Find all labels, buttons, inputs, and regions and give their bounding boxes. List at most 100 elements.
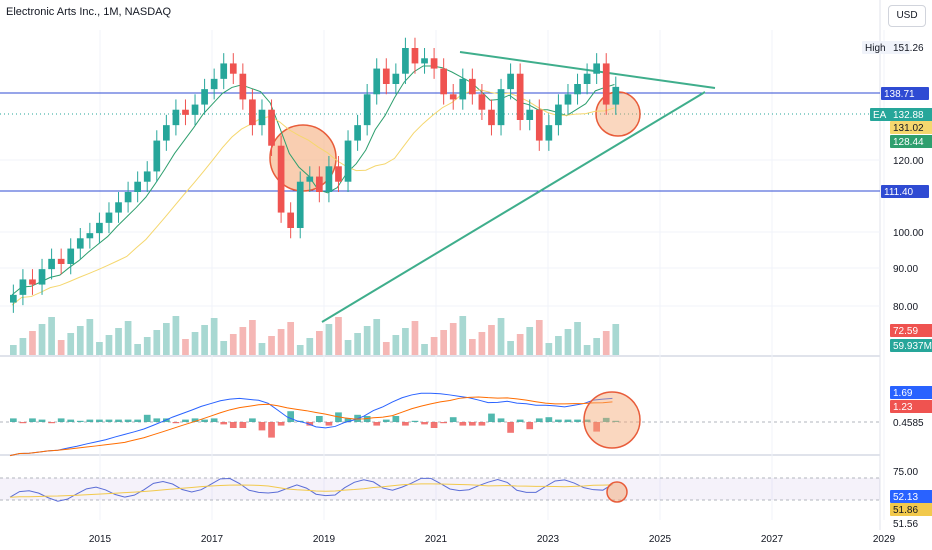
candle	[478, 94, 486, 110]
currency-button[interactable]: USD	[888, 5, 926, 27]
candle	[105, 212, 113, 223]
candle	[583, 73, 591, 84]
candle	[449, 94, 457, 100]
ticker-label: EA	[873, 110, 887, 121]
volume-bar	[363, 326, 371, 355]
macd-value-label-bg	[890, 386, 932, 399]
macd-histogram-bar	[29, 418, 36, 422]
macd-histogram-bar	[287, 411, 295, 422]
macd-histogram-bar	[86, 419, 94, 422]
candle	[163, 125, 170, 141]
macd-histogram-bar	[602, 417, 610, 422]
high-label-bg	[862, 41, 910, 54]
candle	[172, 109, 180, 126]
x-tick-label: 2025	[649, 534, 672, 545]
macd-histogram-bar	[201, 419, 208, 422]
rsi-ma-line	[9, 483, 613, 498]
volume-bar	[516, 334, 524, 355]
macd-histogram-bar	[392, 416, 400, 422]
macd-histogram-bar	[182, 419, 189, 422]
price-tick-label: 100.00	[893, 228, 924, 239]
volume-bar	[316, 331, 323, 355]
volume-bar	[325, 324, 333, 355]
macd-histogram-bar	[478, 422, 486, 426]
volume-bar	[335, 317, 342, 355]
macd-histogram-bar	[124, 419, 132, 422]
volume-bar	[535, 320, 543, 355]
candle	[38, 269, 46, 285]
macd-histogram-bar	[612, 420, 620, 422]
rsi-band	[0, 478, 880, 500]
volume-bar	[19, 338, 27, 355]
candle	[67, 248, 75, 264]
volume-bar	[593, 338, 601, 355]
candle	[564, 94, 572, 105]
ma-value-label-bg	[890, 121, 932, 134]
macd-histogram-bar	[583, 419, 591, 422]
volume-bar	[268, 336, 275, 355]
highlight-circle	[606, 481, 628, 503]
candle	[296, 181, 304, 228]
candle	[593, 63, 601, 74]
price-tick-label: 120.00	[893, 156, 924, 167]
signal-value-label-bg	[890, 400, 932, 413]
volume-bar	[440, 330, 448, 355]
volume-bar	[306, 338, 314, 355]
x-tick-label: 2017	[201, 534, 224, 545]
macd-histogram-bar	[115, 419, 122, 422]
volume-bar	[220, 341, 228, 355]
candle	[411, 48, 419, 64]
candle	[373, 68, 381, 95]
ma2-value-label: 128.44	[893, 137, 924, 148]
macd-histogram-bar	[306, 422, 314, 426]
candle	[612, 86, 620, 105]
rsi-line	[9, 477, 613, 502]
macd-histogram-bar	[316, 416, 323, 422]
candle	[526, 109, 534, 120]
macd-histogram-bar	[526, 422, 534, 430]
candle	[277, 145, 285, 213]
macd-histogram-bar	[258, 422, 266, 431]
macd-histogram-bar	[382, 419, 390, 422]
resistance-label: 138.71	[884, 89, 915, 100]
price-tick-label: 80.00	[893, 302, 918, 313]
rsi-upper-label: 75.00	[893, 467, 918, 478]
candle	[134, 181, 142, 192]
volume-bar	[229, 334, 237, 355]
macd-histogram-bar	[421, 422, 428, 425]
candle	[143, 171, 151, 182]
macd-histogram-bar	[449, 417, 457, 422]
macd-histogram-bar	[277, 422, 285, 426]
rsi-lower-label: 51.56	[893, 519, 918, 530]
volume-bar	[10, 345, 17, 355]
macd-histogram-bar	[19, 422, 27, 424]
candle	[469, 78, 476, 95]
volume-bar	[287, 322, 295, 355]
volume-bar	[258, 343, 266, 355]
rsi-ma-label: 51.86	[893, 505, 918, 516]
candle	[392, 73, 400, 84]
volume-bar	[430, 337, 438, 355]
pane-separator	[0, 355, 880, 357]
volume-bar	[602, 331, 610, 355]
hist-value-label: 0.4585	[893, 418, 924, 429]
macd-histogram-bar	[268, 422, 275, 438]
macd-histogram-bar	[220, 422, 228, 425]
macd-histogram-bar	[440, 422, 448, 424]
volume-bar	[497, 318, 505, 355]
macd-histogram-bar	[325, 422, 333, 426]
volume-bar	[115, 328, 122, 355]
resistance-label-bg	[881, 87, 929, 100]
highlight-circle	[583, 391, 641, 449]
volume-bar	[344, 340, 352, 355]
x-tick-label: 2015	[89, 534, 112, 545]
volume-bar	[382, 342, 390, 355]
volume-bar	[48, 317, 55, 355]
volume-bar	[478, 332, 486, 355]
macd-histogram-bar	[76, 420, 84, 422]
macd-histogram-bar	[210, 418, 218, 422]
macd-histogram-bar	[535, 418, 543, 422]
candle	[488, 109, 495, 126]
macd-histogram-bar	[239, 422, 247, 428]
